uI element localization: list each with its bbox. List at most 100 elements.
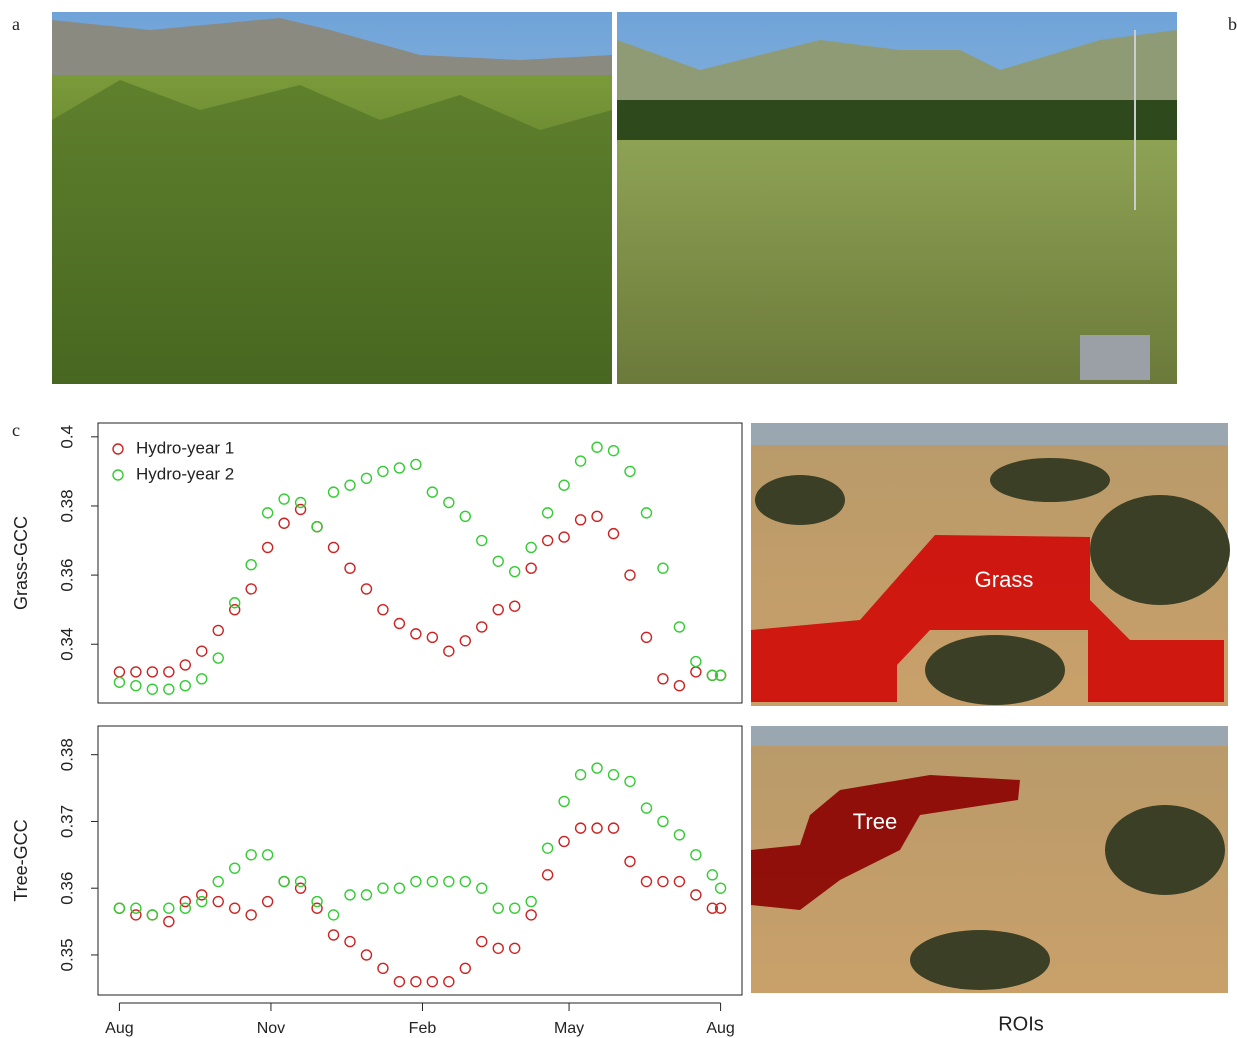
- point: [179, 680, 191, 692]
- point: [690, 655, 702, 668]
- point: [574, 769, 587, 781]
- point: [673, 621, 686, 633]
- point: [410, 458, 422, 471]
- point: [261, 895, 274, 908]
- x-tick-label: Aug: [105, 1020, 133, 1037]
- y-tick-label: 0.34: [57, 628, 76, 661]
- point: [525, 895, 537, 908]
- point: [624, 855, 636, 868]
- x-tick-label: Feb: [409, 1020, 437, 1037]
- point: [640, 631, 653, 644]
- point: [558, 531, 570, 543]
- point: [640, 507, 653, 519]
- y-tick-label: 0.38: [57, 489, 76, 522]
- point: [607, 444, 620, 457]
- point: [476, 935, 488, 948]
- plot-frame: [97, 422, 743, 704]
- point: [229, 603, 241, 616]
- point: [410, 975, 422, 988]
- point: [229, 597, 241, 609]
- panel-label: a: [12, 14, 20, 34]
- y-tick-label: 0.4: [57, 425, 76, 449]
- point: [113, 902, 126, 914]
- point: [327, 929, 340, 941]
- point: [640, 802, 653, 814]
- point: [294, 496, 307, 509]
- point: [113, 666, 126, 678]
- point: [212, 875, 224, 888]
- point: [714, 902, 727, 914]
- y-tick-label: 0.37: [57, 805, 76, 838]
- point: [690, 849, 702, 861]
- point: [212, 895, 224, 908]
- point: [591, 822, 603, 834]
- point: [327, 909, 340, 921]
- point: [541, 534, 554, 547]
- point: [459, 635, 471, 647]
- point: [714, 669, 727, 682]
- point: [130, 680, 142, 692]
- point: [311, 902, 323, 914]
- point: [624, 465, 636, 478]
- point: [657, 562, 669, 574]
- point: [591, 510, 603, 523]
- point: [558, 795, 570, 808]
- point: [294, 882, 307, 894]
- point: [541, 869, 554, 881]
- point: [476, 534, 488, 547]
- point: [706, 902, 719, 914]
- point: [212, 652, 224, 664]
- point: [509, 600, 521, 612]
- point: [179, 895, 191, 908]
- point: [163, 915, 175, 928]
- point: [377, 882, 389, 894]
- point: [294, 875, 307, 888]
- point: [459, 962, 471, 975]
- point: [459, 875, 471, 888]
- x-tick-label: Aug: [706, 1020, 734, 1037]
- legend-label: Hydro-year 2: [136, 464, 234, 483]
- point: [443, 975, 455, 988]
- point: [113, 676, 126, 688]
- y-tick-label: 0.38: [57, 738, 76, 771]
- point: [245, 909, 257, 921]
- point: [525, 562, 537, 574]
- point: [360, 889, 373, 901]
- roi-tree-image: Tree: [751, 726, 1228, 993]
- point: [690, 889, 702, 901]
- point: [130, 909, 142, 921]
- point: [690, 666, 702, 678]
- point: [426, 631, 439, 644]
- point: [541, 842, 554, 854]
- point: [607, 527, 620, 540]
- point: [426, 975, 439, 988]
- point: [344, 889, 356, 901]
- point: [196, 895, 208, 908]
- point: [624, 775, 636, 788]
- point: [327, 541, 340, 554]
- point: [261, 849, 274, 861]
- point: [163, 666, 175, 678]
- legend-marker: [112, 443, 124, 455]
- point: [591, 441, 603, 453]
- point: [426, 875, 439, 888]
- point: [278, 493, 290, 505]
- point: [344, 562, 356, 574]
- point: [492, 603, 504, 616]
- photo-forest: [52, 12, 612, 384]
- roi-label: Tree: [853, 809, 897, 834]
- point: [360, 472, 373, 485]
- point: [360, 949, 373, 961]
- point: [393, 617, 406, 630]
- point: [476, 621, 488, 633]
- point: [377, 962, 389, 975]
- point: [410, 628, 422, 640]
- point: [443, 645, 455, 657]
- point: [443, 875, 455, 888]
- point: [541, 507, 554, 519]
- point: [278, 517, 290, 529]
- point: [196, 645, 208, 657]
- x-tick-label: May: [554, 1020, 584, 1037]
- point: [657, 673, 669, 685]
